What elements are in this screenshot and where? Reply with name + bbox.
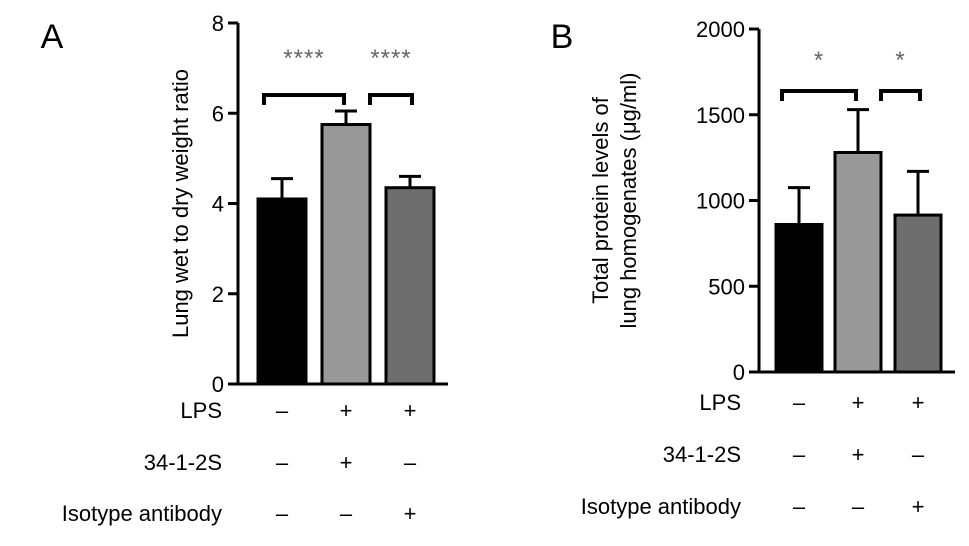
condition-sign: – bbox=[793, 494, 806, 519]
significance-label: * bbox=[814, 47, 824, 74]
condition-label: Isotype antibody bbox=[62, 501, 222, 526]
condition-label: LPS bbox=[699, 390, 741, 415]
panel-A-label: A bbox=[41, 18, 64, 56]
y-tick-label: 8 bbox=[212, 11, 224, 36]
panel-B-label: B bbox=[551, 18, 574, 56]
bar bbox=[893, 213, 943, 374]
significance-label: **** bbox=[370, 45, 411, 72]
y-tick-label: 1500 bbox=[696, 103, 745, 128]
condition-sign: + bbox=[340, 450, 353, 475]
y-tick-label: 500 bbox=[708, 274, 745, 299]
condition-sign: – bbox=[912, 442, 925, 467]
condition-sign: + bbox=[340, 398, 353, 423]
bar bbox=[384, 186, 436, 386]
condition-label: 34-1-2S bbox=[144, 450, 222, 475]
y-axis-label: Lung wet to dry weight ratio bbox=[168, 69, 193, 338]
condition-sign: + bbox=[852, 442, 865, 467]
significance-label: * bbox=[895, 47, 905, 74]
y-axis-label: lung homogenates (μg/ml) bbox=[616, 72, 641, 328]
condition-sign: – bbox=[793, 390, 806, 415]
condition-label: Isotype antibody bbox=[581, 494, 741, 519]
significance-bracket bbox=[879, 89, 922, 101]
bar bbox=[833, 150, 883, 374]
y-tick-label: 2000 bbox=[696, 17, 745, 42]
y-tick-label: 0 bbox=[212, 372, 224, 397]
condition-sign: – bbox=[276, 501, 289, 526]
condition-sign: + bbox=[852, 390, 865, 415]
y-tick-label: 2 bbox=[212, 282, 224, 307]
significance-label: **** bbox=[283, 45, 324, 72]
condition-sign: + bbox=[404, 501, 417, 526]
bar bbox=[774, 223, 824, 374]
significance-bracket bbox=[262, 93, 346, 105]
y-tick-label: 1000 bbox=[696, 189, 745, 214]
bar bbox=[320, 123, 372, 386]
condition-sign: + bbox=[404, 398, 417, 423]
significance-bracket bbox=[780, 89, 858, 101]
y-tick-label: 4 bbox=[212, 192, 224, 217]
condition-sign: – bbox=[793, 442, 806, 467]
condition-label: LPS bbox=[180, 398, 222, 423]
condition-sign: – bbox=[852, 494, 865, 519]
y-axis-label: Total protein levels of bbox=[588, 96, 613, 304]
condition-sign: – bbox=[276, 398, 289, 423]
significance-bracket bbox=[368, 93, 414, 105]
y-tick-label: 0 bbox=[733, 360, 745, 385]
condition-label: 34-1-2S bbox=[663, 442, 741, 467]
condition-sign: + bbox=[912, 390, 925, 415]
condition-sign: – bbox=[404, 450, 417, 475]
condition-sign: + bbox=[912, 494, 925, 519]
bar bbox=[256, 197, 308, 386]
y-tick-label: 6 bbox=[212, 101, 224, 126]
condition-sign: – bbox=[340, 501, 353, 526]
condition-sign: – bbox=[276, 450, 289, 475]
